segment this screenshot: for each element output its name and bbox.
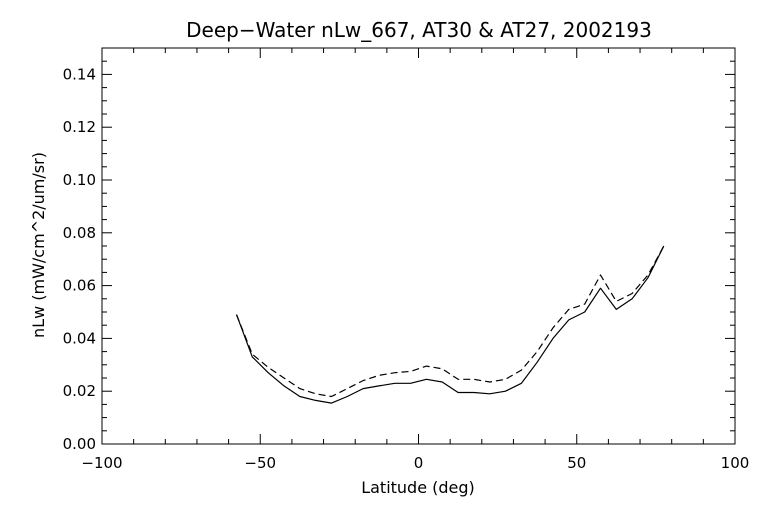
x-tick-label: −100	[81, 454, 122, 472]
axis-ticks: −100 −50 0 50 100 0.00 0.02 0.04 0.06 0.08 0.10 0.1…	[63, 47, 750, 472]
y-axis-label: nLw (mW/cm^2/um/sr)	[29, 152, 48, 338]
chart-title: Deep−Water nLw_667, AT30 & AT27, 2002193	[186, 18, 652, 42]
y-tick-label: 0.02	[63, 382, 96, 400]
y-tick-label: 0.00	[63, 435, 96, 453]
x-tick-label: −50	[244, 454, 276, 472]
y-tick-label: 0.12	[63, 118, 96, 136]
x-tick-label: 50	[567, 454, 586, 472]
y-tick-label: 0.08	[63, 224, 96, 242]
series-layer	[235, 245, 665, 404]
x-tick-label: 100	[721, 454, 750, 472]
series-line-dashed	[235, 245, 665, 398]
y-tick-label: 0.06	[63, 277, 96, 295]
plot-frame	[101, 47, 736, 445]
y-tick-label: 0.04	[63, 329, 96, 347]
y-tick-label: 0.14	[63, 65, 96, 83]
y-tick-label: 0.10	[63, 171, 96, 189]
x-tick-label: 0	[414, 454, 424, 472]
series-line-solid	[235, 245, 665, 404]
x-axis-label: Latitude (deg)	[361, 478, 475, 497]
